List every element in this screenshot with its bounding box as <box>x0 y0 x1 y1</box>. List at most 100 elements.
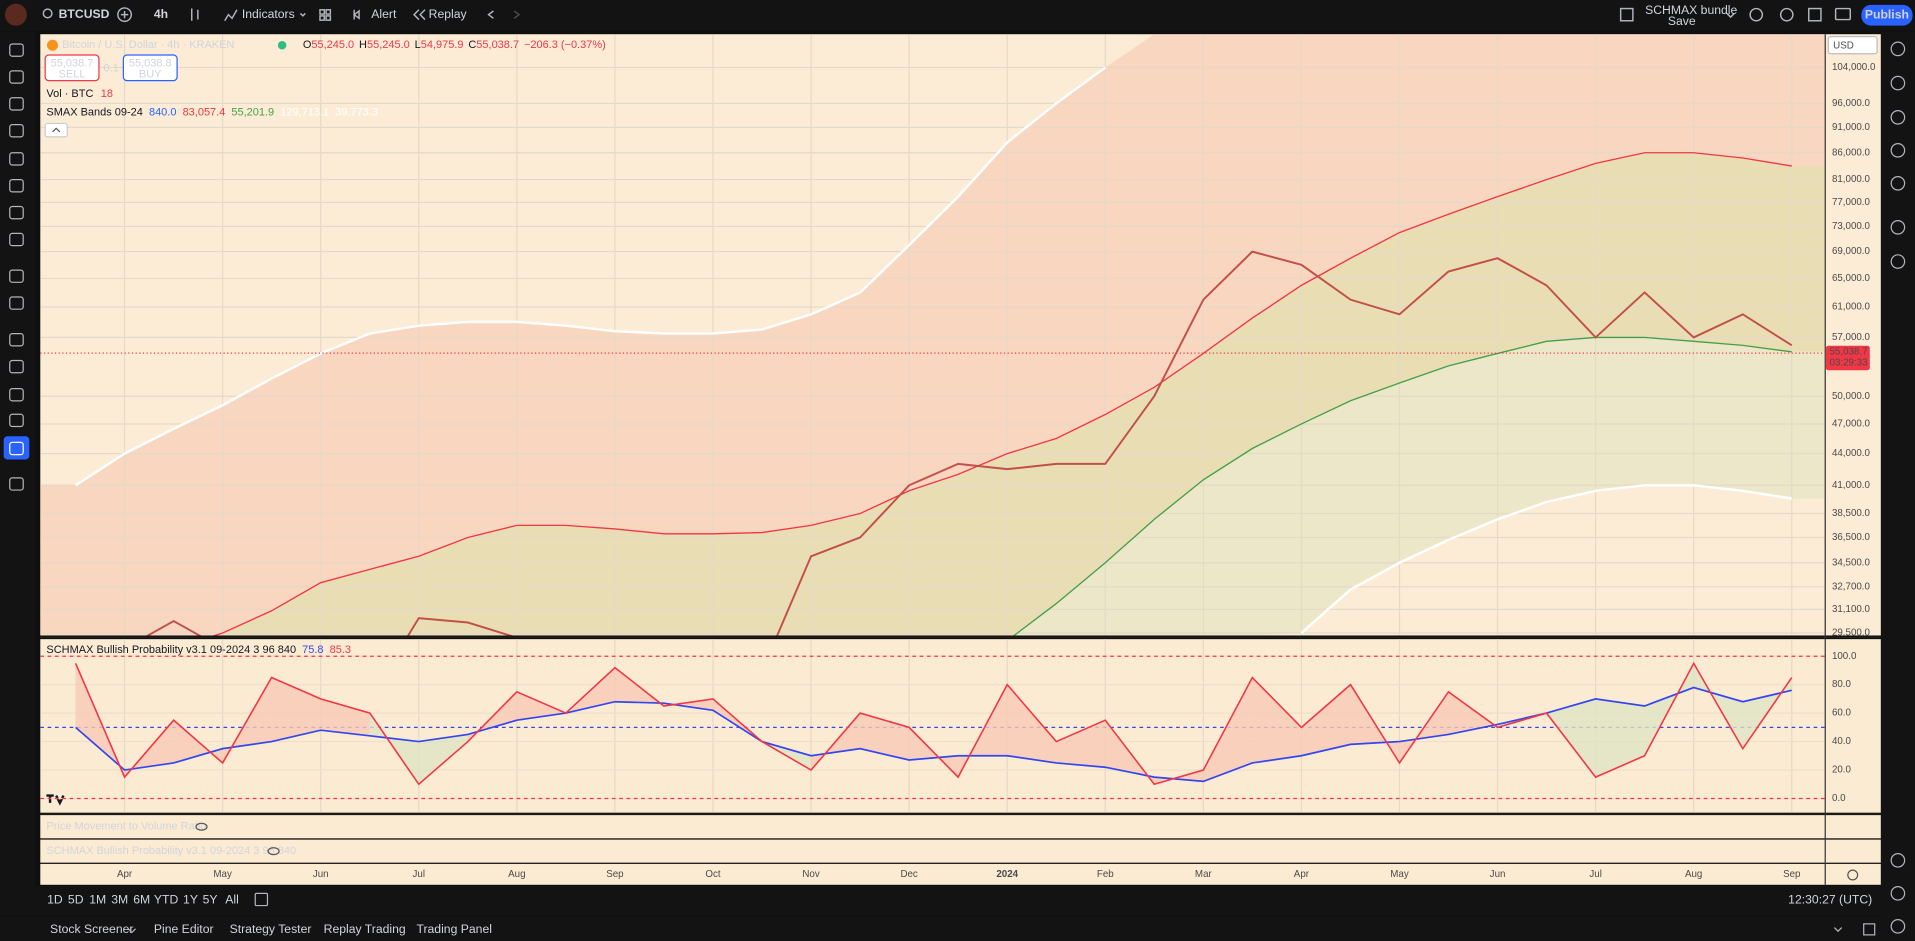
interval[interactable]: 4h <box>154 7 168 21</box>
tool-icon[interactable] <box>9 152 24 166</box>
tool-icon[interactable] <box>9 413 24 428</box>
y-tick-label: 44,000.0 <box>1832 448 1871 459</box>
y-tick-label: 100.0 <box>1832 651 1857 662</box>
widget-icon[interactable] <box>1890 41 1906 57</box>
tool-icon[interactable] <box>9 124 24 138</box>
range-button[interactable]: 3M <box>111 892 128 906</box>
symbol[interactable]: BTCUSD <box>59 7 110 21</box>
alert-button[interactable]: Alert <box>371 7 397 21</box>
hidden-eye[interactable] <box>195 822 208 831</box>
probability-fill <box>1056 720 1106 768</box>
sell-label: SELL <box>59 68 86 80</box>
settings[interactable] <box>1779 7 1794 22</box>
probability-fill <box>860 713 910 761</box>
fullscreen[interactable] <box>1808 7 1822 22</box>
tool-icon[interactable] <box>9 232 24 247</box>
countdown: 03:29:33 <box>1830 357 1868 368</box>
range-button[interactable]: 1Y <box>183 892 198 906</box>
widget-icon[interactable] <box>1890 219 1906 235</box>
range-button[interactable]: 1D <box>47 892 63 906</box>
tool-icon[interactable] <box>9 70 24 84</box>
widget-icon[interactable] <box>1890 142 1906 158</box>
tool-icon[interactable] <box>9 179 24 193</box>
probability-fill <box>418 734 468 785</box>
probability-fill <box>1595 698 1645 778</box>
buy-button[interactable] <box>122 54 178 82</box>
legend-item: −206.3 (−0.37%) <box>524 39 606 51</box>
undo[interactable] <box>487 10 494 19</box>
quick-search[interactable] <box>1749 7 1764 22</box>
series-line <box>74 66 1106 487</box>
widget-icon[interactable] <box>1890 175 1906 191</box>
widget-icon[interactable] <box>1890 886 1906 901</box>
currency[interactable]: USD <box>1833 40 1854 51</box>
range-button[interactable]: 1M <box>89 892 106 906</box>
templates[interactable] <box>319 9 325 15</box>
tool-icon[interactable] <box>9 441 24 456</box>
x-tick-label: Jun <box>1490 869 1506 880</box>
widget-icon[interactable] <box>1890 75 1906 91</box>
y-tick-label: 50,000.0 <box>1832 391 1871 402</box>
bottom-tab[interactable]: Replay Trading <box>324 922 406 936</box>
tool-icon[interactable] <box>9 359 24 374</box>
tab-chevron[interactable] <box>127 928 136 934</box>
alert-icon <box>352 9 360 20</box>
indicators-icon <box>224 9 238 22</box>
replay-button[interactable]: Replay <box>429 7 468 21</box>
avatar[interactable] <box>4 3 27 26</box>
y-tick-label: 34,500.0 <box>1832 557 1871 568</box>
checkbox[interactable] <box>1619 7 1634 22</box>
range-button[interactable]: YTD <box>154 892 179 906</box>
legend-item: 83,057.4 <box>183 106 226 118</box>
range-button[interactable]: 5D <box>68 892 84 906</box>
y-tick-label: 65,000.0 <box>1832 273 1871 284</box>
date-range[interactable] <box>254 892 269 907</box>
publish-button[interactable] <box>1861 4 1913 26</box>
panel-chevron[interactable] <box>1833 927 1843 933</box>
bottom-tab[interactable]: Stock Screener <box>50 922 133 936</box>
widget-icon[interactable] <box>1890 919 1906 934</box>
tool-icon[interactable] <box>9 333 24 347</box>
layout-chevron[interactable] <box>1726 12 1735 19</box>
legend-item: SCHMAX Bullish Probability v3.1 09-2024 … <box>46 644 296 656</box>
bottom-tab[interactable]: Pine Editor <box>154 922 214 936</box>
range-button[interactable]: All <box>225 892 239 906</box>
x-tick-label: Aug <box>1685 869 1702 880</box>
panel-maximize[interactable] <box>1863 923 1876 936</box>
collapse-legend[interactable] <box>44 122 68 138</box>
active-tool[interactable] <box>3 436 30 460</box>
chart-type[interactable] <box>191 8 199 21</box>
range-button[interactable]: 6M <box>133 892 150 906</box>
widget-icon[interactable] <box>1890 254 1906 269</box>
bottom-tab[interactable]: Strategy Tester <box>230 922 312 936</box>
indicators-button[interactable]: Indicators <box>242 7 295 21</box>
y-tick-label: 29,500.0 <box>1832 628 1871 639</box>
add-symbol[interactable] <box>117 7 133 23</box>
widget-icon[interactable] <box>1890 109 1906 125</box>
y-tick-label: 41,000.0 <box>1832 480 1871 491</box>
y-tick-label: 31,100.0 <box>1832 604 1871 615</box>
range-button[interactable]: 5Y <box>203 892 218 906</box>
tool-icon[interactable] <box>9 205 24 220</box>
band-fill <box>40 337 1825 636</box>
bottom-tab[interactable]: Trading Panel <box>416 922 492 936</box>
currency-select[interactable] <box>1827 36 1878 55</box>
layout-name[interactable]: SCHMAX bundle <box>1645 3 1737 17</box>
tool-icon[interactable] <box>9 296 24 310</box>
legend-item: 39,773.3 <box>335 106 378 118</box>
axis-settings[interactable] <box>1847 869 1859 881</box>
sell-button[interactable] <box>44 54 100 82</box>
hidden-eye[interactable] <box>267 847 280 856</box>
tool-icon[interactable] <box>9 477 24 491</box>
chevron[interactable] <box>299 12 306 17</box>
tool-icon[interactable] <box>9 97 24 111</box>
y-tick-label: 104,000.0 <box>1832 62 1876 73</box>
widget-icon[interactable] <box>1890 853 1906 868</box>
tool-icon[interactable] <box>9 388 24 402</box>
snapshot[interactable] <box>1834 7 1852 21</box>
probability-fill <box>1301 684 1351 756</box>
tool-icon[interactable] <box>9 269 24 283</box>
redo[interactable] <box>513 10 521 19</box>
tool-icon[interactable] <box>9 43 24 57</box>
